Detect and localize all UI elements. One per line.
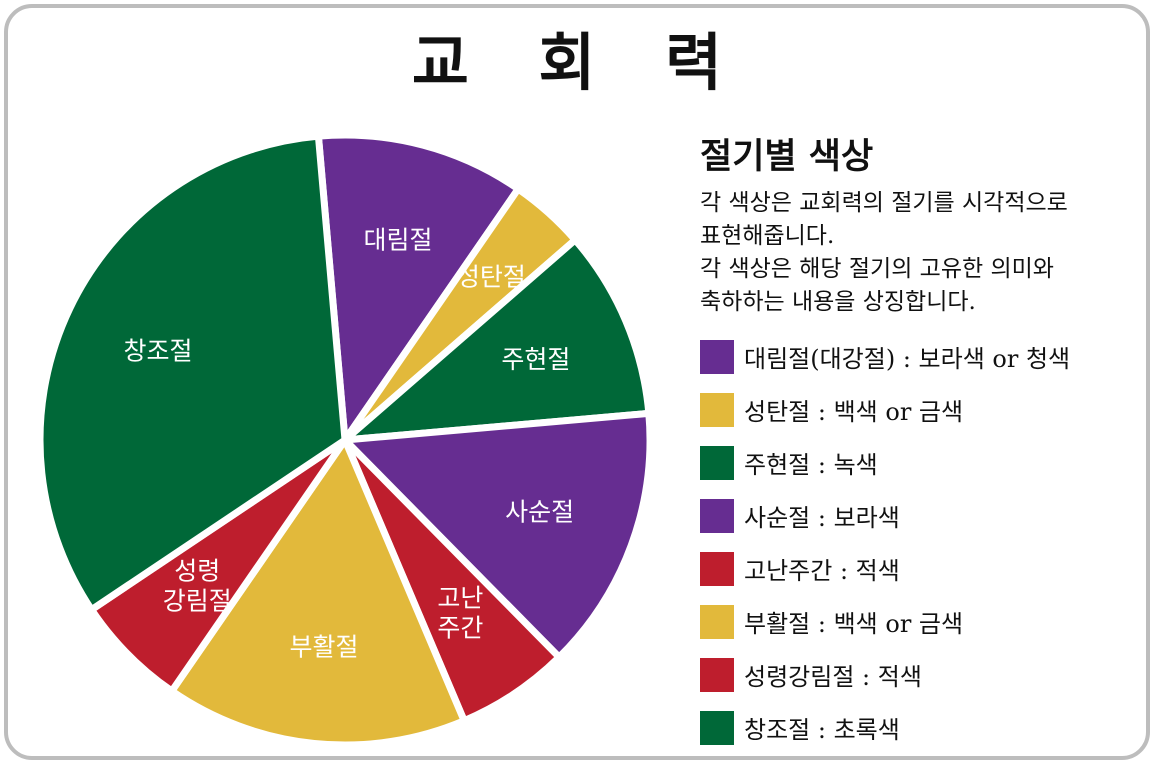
legend-item: 부활절 : 백색 or 금색: [700, 595, 1150, 648]
slice-label-line: 고난: [437, 583, 483, 612]
description-line: 축하하는 내용을 상징합니다.: [700, 289, 976, 315]
slice-label-line: 창조절: [123, 336, 192, 365]
pie-slice: [314, 131, 522, 444]
slice-label: 주현절: [501, 345, 570, 374]
legend-swatch: [700, 339, 734, 374]
page-title: 교 회 력: [411, 26, 747, 99]
legend-swatch: [700, 657, 734, 692]
legend-swatch: [700, 498, 734, 533]
legend-item: 사순절 : 보라색: [700, 489, 1150, 542]
slice-label-line: 주간: [437, 613, 483, 642]
slice-label-line: 부활절: [289, 632, 358, 661]
legend-swatch: [700, 710, 734, 745]
legend-description: 각 색상은 교회력의 절기를 시각적으로 표현해줍니다. 각 색상은 해당 절기…: [700, 187, 1140, 319]
legend-item-label: 부활절 : 백색 or 금색: [744, 610, 964, 638]
pie-slice: [36, 132, 349, 614]
slice-label: 대림절: [363, 226, 432, 255]
legend-item-label: 주현절 : 녹색: [744, 451, 878, 479]
legend-swatch: [700, 392, 734, 427]
legend-list: 대림절(대강절) : 보라색 or 청색 성탄절 : 백색 or 금색 주현절 …: [700, 330, 1150, 754]
description-line: 표현해줍니다.: [700, 223, 835, 249]
pie-slice: [341, 409, 654, 661]
legend-item-label: 고난주간 : 적색: [744, 557, 900, 585]
slice-label-line: 대림절: [363, 226, 432, 255]
pie-slice: [341, 236, 653, 444]
legend-item: 주현절 : 녹색: [700, 436, 1150, 489]
legend-item-label: 사순절 : 보라색: [744, 504, 900, 532]
legend-item: 성탄절 : 백색 or 금색: [700, 383, 1150, 436]
slice-label-line: 성탄절: [457, 262, 526, 291]
legend-swatch: [700, 604, 734, 639]
legend-item: 창조절 : 초록색: [700, 701, 1150, 754]
legend-swatch: [700, 445, 734, 480]
legend-item-label: 성령강림절 : 적색: [744, 663, 922, 691]
legend-item-label: 성탄절 : 백색 or 금색: [744, 398, 964, 426]
slice-label-line: 강림절: [163, 587, 232, 616]
legend-item: 성령강림절 : 적색: [700, 648, 1150, 701]
pie-slice: [168, 436, 468, 749]
slice-label-line: 성령: [174, 557, 220, 586]
legend-title: 절기별 색상: [700, 137, 874, 177]
legend-item-label: 대림절(대강절) : 보라색 or 청색: [744, 345, 1071, 373]
slice-label: 성령 강림절: [163, 557, 232, 616]
slice-label-line: 주현절: [501, 345, 570, 374]
slice-label-line: 사순절: [505, 498, 574, 527]
slice-label: 창조절: [123, 336, 192, 365]
description-line: 각 색상은 교회력의 절기를 시각적으로: [700, 190, 1068, 216]
legend-item: 고난주간 : 적색: [700, 542, 1150, 595]
legend-panel: 절기별 색상 각 색상은 교회력의 절기를 시각적으로 표현해줍니다. 각 색상…: [700, 128, 1140, 319]
slice-label: 사순절: [505, 498, 574, 527]
legend-swatch: [700, 551, 734, 586]
slice-label: 고난 주간: [437, 583, 483, 642]
slice-label: 부활절: [289, 632, 358, 661]
description-line: 각 색상은 해당 절기의 고유한 의미와: [700, 256, 1054, 282]
legend-item: 대림절(대강절) : 보라색 or 청색: [700, 330, 1150, 383]
slice-label: 성탄절: [457, 262, 526, 291]
legend-item-label: 창조절 : 초록색: [744, 716, 900, 744]
